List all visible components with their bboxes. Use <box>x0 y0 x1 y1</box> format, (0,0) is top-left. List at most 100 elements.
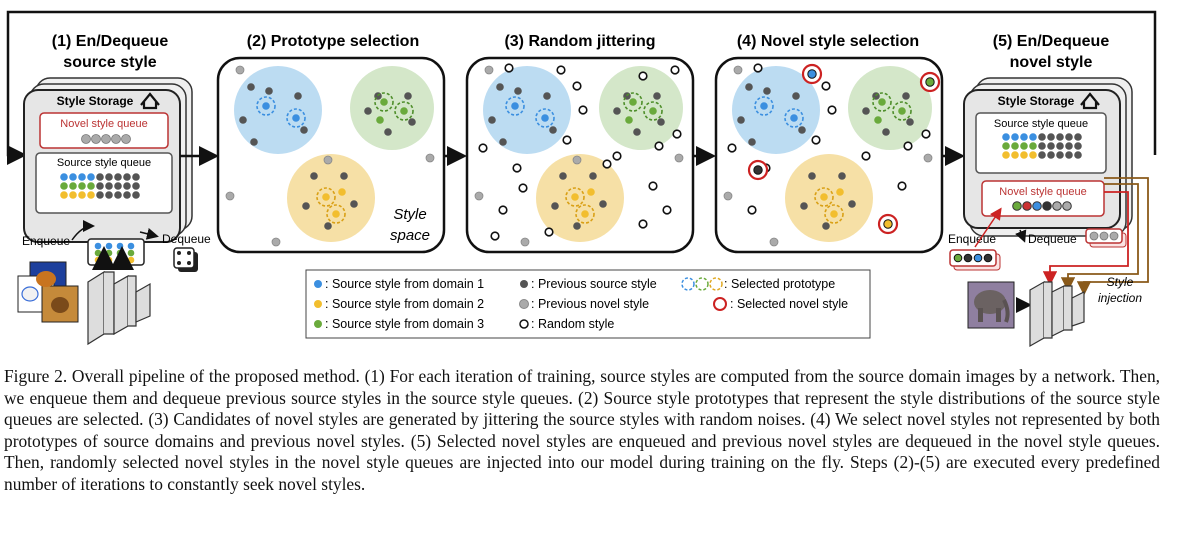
enqueue-box-right <box>949 249 997 267</box>
queue-dot <box>1074 142 1082 150</box>
enqueue-dot <box>105 256 113 264</box>
previous-source-dot <box>737 116 745 124</box>
domain3-dot <box>625 116 633 124</box>
previous-source-dot <box>350 200 358 208</box>
svg-text:: Random style: : Random style <box>531 317 614 331</box>
queue-dot <box>1047 133 1055 141</box>
svg-text:: Source style from domain 3: : Source style from domain 3 <box>325 317 484 331</box>
domain1-dot <box>262 102 270 110</box>
selected-novel-dot <box>807 69 817 79</box>
enqueue-dot <box>983 253 993 263</box>
queue-dot <box>1002 151 1010 159</box>
domain3-dot <box>400 107 408 115</box>
queue-dot <box>114 182 122 190</box>
svg-text:: Source style from domain 1: : Source style from domain 1 <box>325 277 484 291</box>
random-style-dot <box>504 63 514 73</box>
previous-novel-dot <box>572 155 582 165</box>
domain3-cluster <box>848 66 932 150</box>
previous-novel-dot <box>769 237 779 247</box>
queue-dot <box>1065 133 1073 141</box>
selected-prototype-ring <box>256 96 276 116</box>
queue-dot <box>1038 142 1046 150</box>
queue-dot <box>78 182 86 190</box>
queue-dot <box>60 173 68 181</box>
domain2-dot <box>332 210 340 218</box>
domain1-dot <box>790 114 798 122</box>
domain3-dot <box>878 98 886 106</box>
svg-text:: Previous novel style: : Previous novel style <box>531 297 649 311</box>
queue-dot <box>1038 151 1046 159</box>
domain3-cluster <box>350 66 434 150</box>
domain2-dot <box>836 188 844 196</box>
enqueue-dot <box>116 242 124 250</box>
source-queue-dots-right <box>1002 133 1082 159</box>
selected-novel-dot <box>753 165 763 175</box>
queue-dot <box>105 182 113 190</box>
novel-queue-label-right: Novel style queue <box>999 186 1086 198</box>
legend <box>305 269 871 339</box>
queue-dot <box>69 191 77 199</box>
previous-novel-dot <box>674 153 684 163</box>
previous-source-dot <box>573 222 581 230</box>
queue-dot <box>123 191 131 199</box>
style-injection-label-1: Style <box>1107 275 1134 289</box>
network-icon <box>1029 280 1085 348</box>
domain3-dot <box>649 107 657 115</box>
previous-source-dot <box>808 172 816 180</box>
random-style-dot <box>478 143 488 153</box>
home-icon <box>1080 92 1100 110</box>
previous-novel-dot <box>425 153 435 163</box>
legend-domain3: : Source style from domain 3 <box>314 317 484 331</box>
previous-source-dot <box>496 83 504 91</box>
previous-source-dot <box>882 128 890 136</box>
enqueue-dot <box>127 256 135 264</box>
novel-style-storage: Style Storage Source style queue Novel s… <box>963 77 1133 237</box>
queue-dot <box>96 173 104 181</box>
previous-source-dot <box>902 92 910 100</box>
previous-source-dot <box>294 92 302 100</box>
source-queue-label-left: Source style queue <box>57 157 151 169</box>
novel-queue-dot <box>1062 201 1072 211</box>
queue-dot <box>114 173 122 181</box>
svg-text:: Selected novel style: : Selected novel style <box>730 297 848 311</box>
previous-source-dot <box>798 126 806 134</box>
selected-prototype-ring <box>374 92 394 112</box>
queue-dot <box>1074 151 1082 159</box>
domain3-dot <box>898 107 906 115</box>
previous-source-dot <box>838 172 846 180</box>
enqueue-dot <box>963 253 973 263</box>
domain2-dot <box>587 188 595 196</box>
queue-dot <box>1029 151 1037 159</box>
selected-prototype-ring <box>824 204 844 224</box>
random-style-dot <box>544 227 554 237</box>
queue-dot <box>1029 142 1037 150</box>
domain3-dot <box>376 116 384 124</box>
random-style-dot <box>562 135 572 145</box>
queue-dot <box>96 191 104 199</box>
queue-dot <box>132 182 140 190</box>
enqueue-dot <box>953 253 963 263</box>
style-injection-arrow-3 <box>1076 177 1149 296</box>
random-style-dot <box>654 141 664 151</box>
domain3-dot <box>629 98 637 106</box>
random-style-dot <box>861 151 871 161</box>
previous-source-dot <box>549 126 557 134</box>
previous-source-dot <box>800 202 808 210</box>
domain2-dot <box>571 193 579 201</box>
queue-dot <box>123 182 131 190</box>
random-style-dot <box>572 81 582 91</box>
domain1-cluster <box>483 66 571 154</box>
enqueue-dots-right <box>953 253 993 263</box>
pipeline-figure: (1) En/Dequeue source style (2) Prototyp… <box>6 10 1157 348</box>
novel-queue-label-left: Novel style queue <box>60 118 147 130</box>
enqueue-label-left: Enqueue <box>22 234 70 248</box>
previous-novel-dot <box>474 191 484 201</box>
selected-prototype-ring <box>754 96 774 116</box>
domain2-dot <box>820 193 828 201</box>
queue-dot <box>1011 142 1019 150</box>
enqueue-dot <box>127 242 135 250</box>
previous-novel-dot <box>235 65 245 75</box>
queue-dot <box>105 191 113 199</box>
random-style-dot <box>670 65 680 75</box>
previous-source-dot <box>848 200 856 208</box>
